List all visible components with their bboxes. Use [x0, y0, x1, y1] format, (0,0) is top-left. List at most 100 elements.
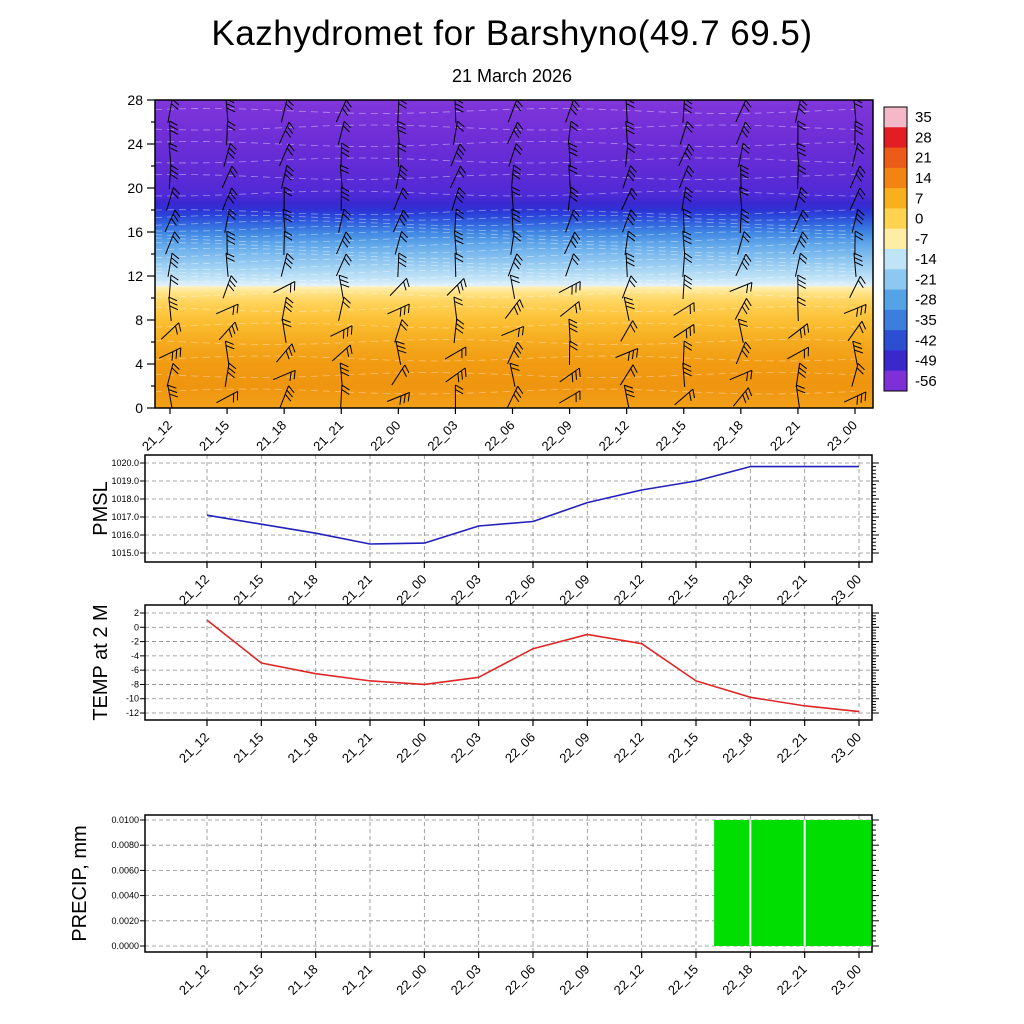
y-tick-label: -10 — [126, 694, 139, 704]
x-tick-label: 23_00 — [828, 962, 864, 998]
x-tick-label: 22_09 — [539, 418, 575, 454]
x-tick-label: 22_18 — [719, 730, 755, 766]
x-tick-label: 23_00 — [828, 572, 864, 608]
y-tick-label: 1018.0 — [111, 494, 139, 504]
x-tick-label: 22_18 — [719, 962, 755, 998]
pmsl-series-line — [206, 465, 859, 545]
height-tick-label: 8 — [135, 312, 143, 328]
x-tick-label: 21_21 — [339, 962, 375, 998]
colorbar-tick-label: -7 — [915, 231, 928, 248]
colorbar-tick-label: -56 — [915, 373, 937, 390]
x-tick-label: 22_09 — [556, 572, 592, 608]
x-tick-label: 21_15 — [230, 730, 266, 766]
page-title: Kazhydromet for Barshyno(49.7 69.5) — [211, 14, 813, 53]
x-tick-label: 22_15 — [665, 962, 701, 998]
x-tick-label: 22_03 — [448, 962, 484, 998]
y-tick-label: -8 — [131, 679, 139, 689]
y-tick-label: 0.0020 — [111, 916, 139, 926]
x-tick-label: 21_18 — [285, 962, 321, 998]
colorbar-tick-label: -35 — [915, 312, 937, 329]
x-tick-label: 22_00 — [367, 418, 403, 454]
x-tick-label: 22_06 — [502, 572, 538, 608]
x-tick-label: 22_00 — [393, 572, 429, 608]
precip-chart: 0.0000 0.0020 0.0040 0.0060 0.0080 0.0100 21_1… — [69, 814, 879, 998]
y-tick-label: 1016.0 — [111, 530, 139, 540]
x-tick-label: 22_21 — [774, 962, 810, 998]
temp-axis-title: TEMP at 2 M — [90, 604, 112, 720]
height-tick-label: 16 — [127, 224, 143, 240]
y-tick-label: 2 — [134, 608, 139, 618]
x-tick-label: 21_18 — [285, 572, 321, 608]
y-tick-label: 0.0060 — [111, 865, 139, 875]
x-tick-label: 23_00 — [824, 418, 860, 454]
x-tick-label: 22_12 — [596, 418, 632, 454]
y-tick-label: 1017.0 — [111, 512, 139, 522]
x-tick-label: 22_21 — [774, 572, 810, 608]
x-tick-label: 21_18 — [253, 418, 289, 454]
y-tick-label: 1019.0 — [111, 476, 139, 486]
colorbar-tick-label: -28 — [915, 292, 937, 309]
colorbar: 35 28 21 14 7 0 -7 -14 -21 -28 -35 -42 -49 -56 — [883, 106, 937, 392]
x-tick-label: 22_03 — [424, 418, 460, 454]
height-tick-label: 24 — [127, 136, 143, 152]
y-tick-label: -12 — [126, 708, 139, 718]
y-tick-label: -4 — [131, 651, 139, 661]
x-tick-label: 22_06 — [502, 962, 538, 998]
colorbar-tick-label: 21 — [915, 150, 932, 167]
height-tick-label: 4 — [135, 356, 143, 372]
y-tick-label: 0.0000 — [111, 941, 139, 951]
colorbar-tick-label: -42 — [915, 332, 937, 349]
height-tick-label: 0 — [135, 400, 143, 416]
colorbar-tick-label: 0 — [915, 211, 923, 228]
x-tick-label: 22_18 — [719, 572, 755, 608]
colorbar-tick-label: 28 — [915, 129, 932, 146]
x-tick-label: 22_06 — [502, 730, 538, 766]
x-tick-label: 21_15 — [230, 962, 266, 998]
x-tick-label: 22_12 — [611, 572, 647, 608]
y-tick-label: 1015.0 — [111, 548, 139, 558]
colorbar-tick-label: -21 — [915, 271, 937, 288]
temp-chart: -12 -10 -8 -6 -4 -2 0 2 21_12 21_15 21_18 21_21 22_0… — [90, 604, 879, 766]
y-tick-label: -2 — [131, 637, 139, 647]
x-tick-label: 21_21 — [339, 730, 375, 766]
x-tick-label: 22_18 — [710, 418, 746, 454]
temp-series-line — [206, 619, 860, 713]
x-tick-label: 22_21 — [767, 418, 803, 454]
x-tick-label: 22_06 — [481, 418, 517, 454]
x-tick-label: 22_15 — [665, 730, 701, 766]
x-tick-label: 23_00 — [828, 730, 864, 766]
x-tick-label: 21_12 — [176, 962, 212, 998]
x-tick-label: 21_15 — [230, 572, 266, 608]
x-tick-label: 22_03 — [448, 572, 484, 608]
x-tick-label: 22_00 — [393, 730, 429, 766]
x-tick-label: 21_12 — [176, 730, 212, 766]
x-tick-label: 21_18 — [285, 730, 321, 766]
x-tick-label: 21_12 — [176, 572, 212, 608]
colorbar-tick-label: 7 — [915, 190, 923, 207]
x-tick-label: 21_15 — [196, 418, 232, 454]
x-tick-label: 21_12 — [139, 418, 175, 454]
colorbar-tick-label: -14 — [915, 251, 937, 268]
x-tick-label: 22_12 — [611, 962, 647, 998]
y-tick-label: 1020.0 — [111, 458, 139, 468]
colorbar-tick-label: 35 — [915, 109, 932, 126]
height-tick-label: 20 — [127, 180, 143, 196]
x-tick-label: 22_00 — [393, 962, 429, 998]
wind-barbs — [158, 100, 867, 408]
x-tick-label: 22_15 — [653, 418, 689, 454]
x-tick-label: 22_09 — [556, 962, 592, 998]
height-tick-label: 28 — [127, 92, 143, 108]
y-tick-label: -6 — [131, 665, 139, 675]
y-tick-label: 0.0080 — [111, 840, 139, 850]
colorbar-tick-label: -49 — [915, 353, 937, 370]
y-tick-label: 0.0100 — [111, 815, 139, 825]
height-tick-label: 12 — [127, 268, 143, 284]
upper-air-section: 0 4 8 12 16 20 24 28 21_12 21_15 21_18 21_21 22_00 22… — [127, 92, 874, 454]
x-tick-label: 22_21 — [774, 730, 810, 766]
x-tick-label: 22_09 — [556, 730, 592, 766]
pmsl-axis-title: PMSL — [90, 481, 112, 535]
y-tick-label: 0.0040 — [111, 891, 139, 901]
y-tick-label: 0 — [134, 622, 139, 632]
